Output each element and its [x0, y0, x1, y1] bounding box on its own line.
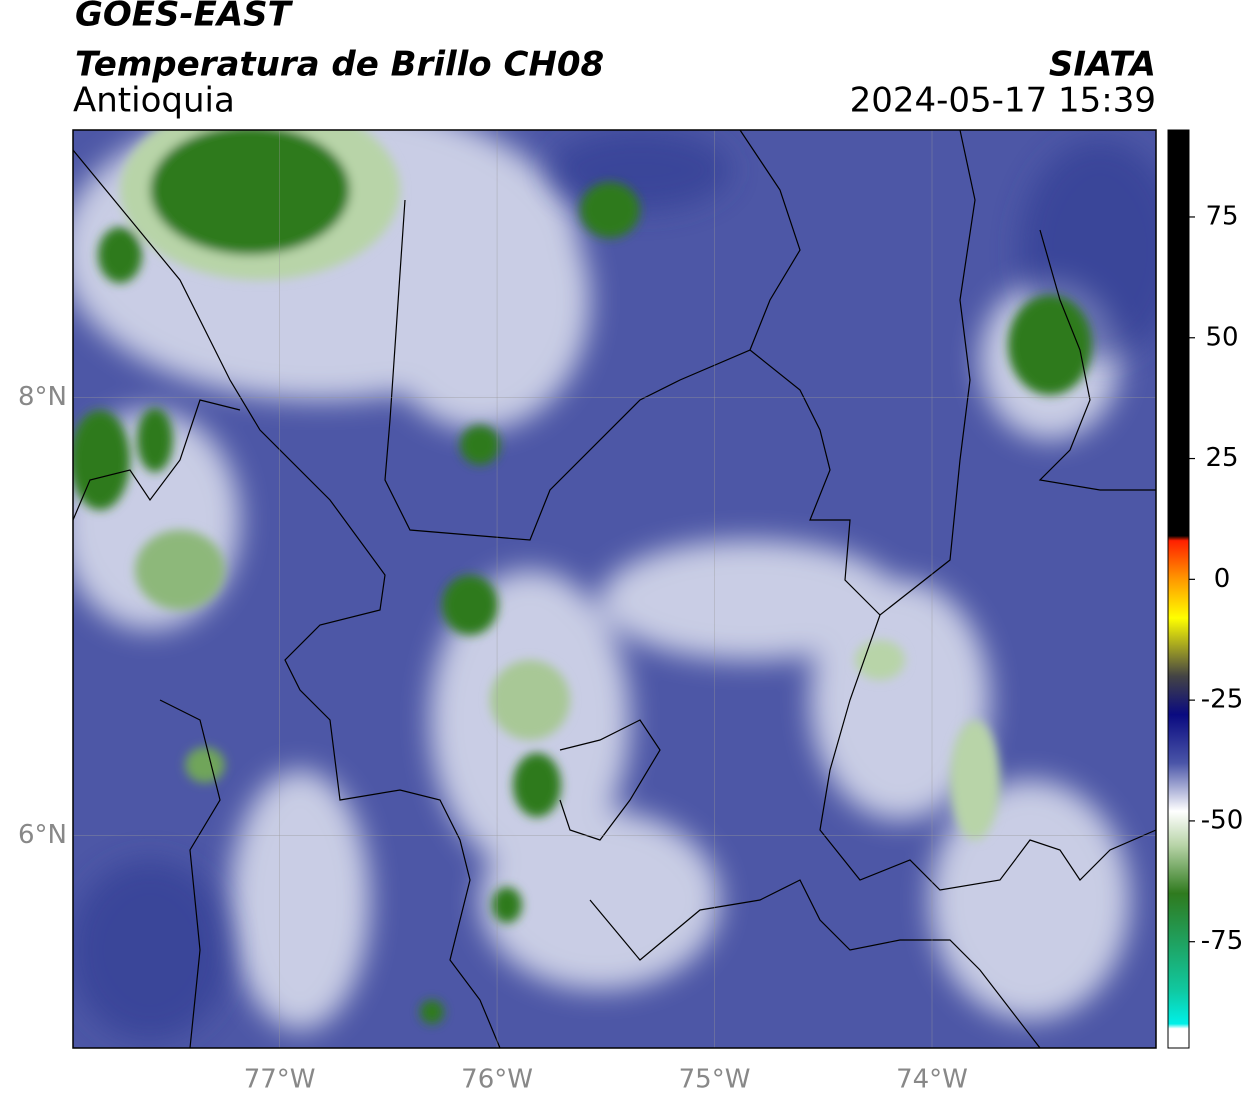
satellite-image	[73, 130, 1156, 1048]
colorbar-tick-label: 50	[1205, 322, 1238, 352]
grid	[73, 130, 1156, 1048]
y-tick-label: 6°N	[18, 820, 67, 850]
timestamp: 2024-05-17 15:39	[850, 81, 1156, 121]
x-tick-label: 74°W	[896, 1065, 968, 1095]
colorbar-tick-label: -75	[1201, 926, 1243, 956]
x-tick-label: 75°W	[679, 1065, 751, 1095]
y-tick-label: 8°N	[18, 382, 67, 412]
region: Antioquia	[73, 81, 235, 121]
colorbar	[1167, 129, 1190, 1049]
colorbar-tick-label: -50	[1201, 805, 1243, 835]
colorbar-tick-label: 0	[1214, 564, 1231, 594]
title: GOES-EAST	[75, 0, 294, 35]
subtitle: Temperatura de Brillo CH08	[75, 45, 604, 85]
colorbar-tick-label: -25	[1201, 685, 1243, 715]
colorbar-tick-label: 75	[1205, 201, 1238, 231]
x-tick-label: 76°W	[461, 1065, 533, 1095]
source: SIATA	[1049, 45, 1156, 85]
x-tick-label: 77°W	[244, 1065, 316, 1095]
colorbar-tick-label: 25	[1205, 443, 1238, 473]
map-frame	[72, 129, 1157, 1049]
borders	[73, 130, 1156, 1048]
